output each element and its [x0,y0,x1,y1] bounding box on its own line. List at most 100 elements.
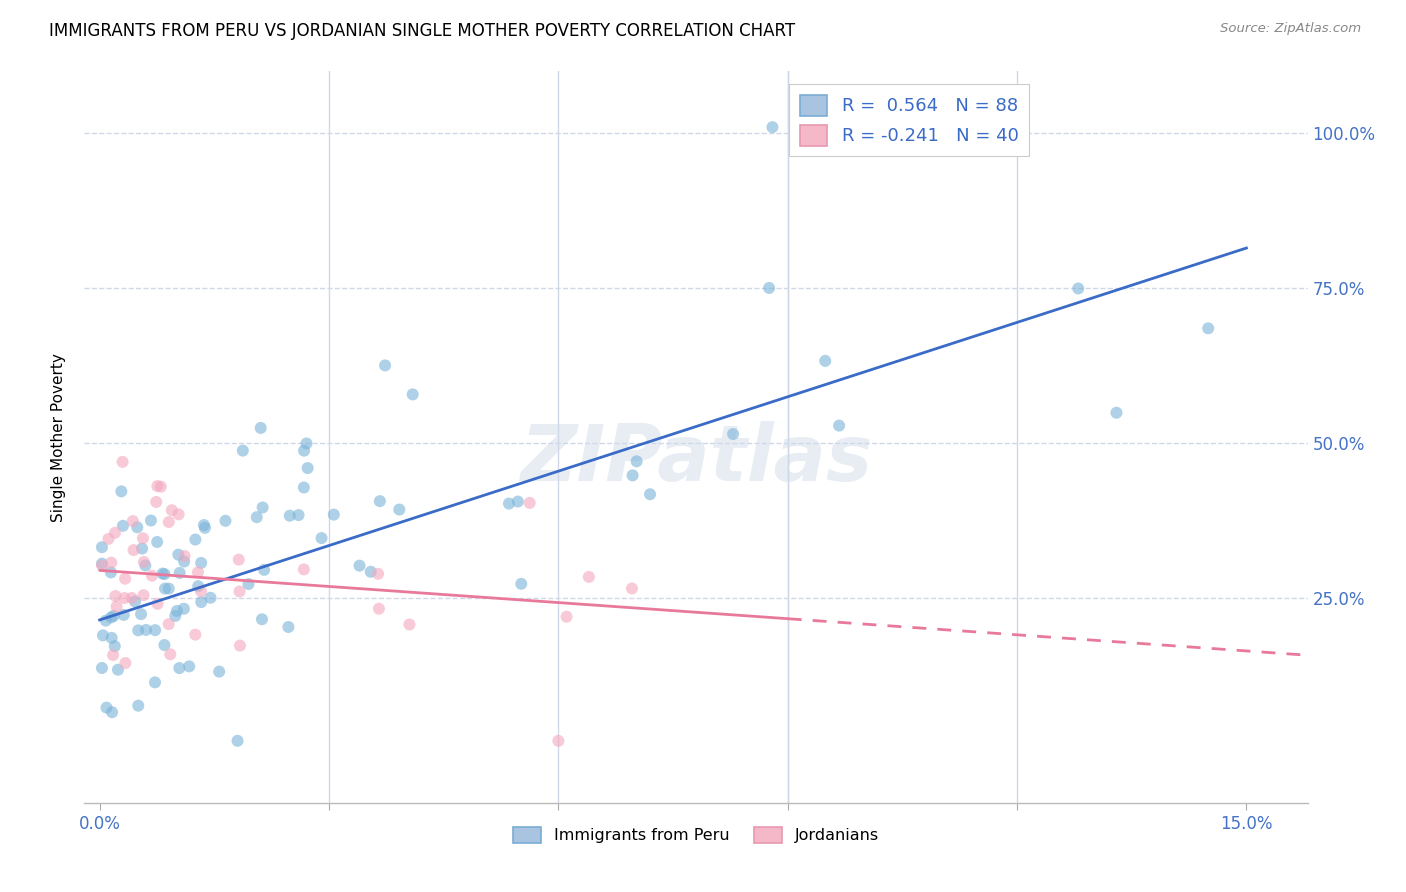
Point [374,359,396,373]
Point [621,468,644,483]
Point [146,479,169,493]
Point [127,698,149,713]
Point [157,515,180,529]
Point [100,610,122,624]
Point [229,639,252,653]
Point [91,628,114,642]
Point [104,525,127,540]
Point [295,436,318,450]
Point [159,648,181,662]
Point [360,565,382,579]
Text: Source: ZipAtlas.com: Source: ZipAtlas.com [1220,22,1361,36]
Point [823,120,845,135]
Point [184,627,207,641]
Point [114,591,136,605]
Point [402,387,425,401]
Point [127,624,149,638]
Point [100,631,122,645]
Point [297,461,319,475]
Point [498,497,520,511]
Point [368,494,391,508]
Point [153,567,176,582]
Point [349,558,371,573]
Point [100,566,122,580]
Point [132,588,155,602]
Y-axis label: Single Mother Poverty: Single Mother Poverty [51,352,66,522]
Point [111,518,134,533]
Point [131,541,153,556]
Text: ZIPatlas: ZIPatlas [520,421,872,497]
Point [638,487,661,501]
Point [214,514,236,528]
Point [398,617,420,632]
Point [104,639,127,653]
Point [132,531,155,545]
Point [367,566,389,581]
Point [127,520,149,534]
Point [91,557,114,571]
Point [322,508,344,522]
Point [200,591,222,605]
Point [228,552,250,566]
Point [101,705,124,719]
Point [157,617,180,632]
Point [277,620,299,634]
Point [114,656,136,670]
Point [292,443,315,458]
Point [91,558,114,573]
Point [367,601,389,615]
Point [157,582,180,596]
Point [278,508,301,523]
Point [226,734,249,748]
Point [165,608,187,623]
Point [1067,281,1090,295]
Point [208,665,231,679]
Point [193,518,215,533]
Point [100,556,122,570]
Point [626,454,648,468]
Point [173,549,195,563]
Point [111,455,134,469]
Point [167,508,190,522]
Point [253,563,276,577]
Point [149,480,172,494]
Point [121,514,143,528]
Point [620,582,643,596]
Point [103,608,125,623]
Point [179,659,201,673]
Point [94,614,117,628]
Point [160,503,183,517]
Point [169,566,191,580]
Point [184,533,207,547]
Point [555,609,578,624]
Point [828,418,851,433]
Point [194,521,217,535]
Point [91,540,114,554]
Point [249,421,271,435]
Point [124,594,146,608]
Point [122,543,145,558]
Point [153,582,176,596]
Point [107,663,129,677]
Point [232,443,254,458]
Point [143,675,166,690]
Point [758,281,780,295]
Point [252,500,274,515]
Point [814,354,837,368]
Point [190,584,212,599]
Point [146,535,169,549]
Point [110,484,132,499]
Point [228,584,250,599]
Point [510,576,533,591]
Point [166,604,188,618]
Point [135,623,157,637]
Point [388,502,411,516]
Point [104,589,127,603]
Point [139,514,162,528]
Point [506,494,529,508]
Point [519,496,541,510]
Point [190,556,212,570]
Point [145,495,167,509]
Point [134,558,156,573]
Point [761,120,783,135]
